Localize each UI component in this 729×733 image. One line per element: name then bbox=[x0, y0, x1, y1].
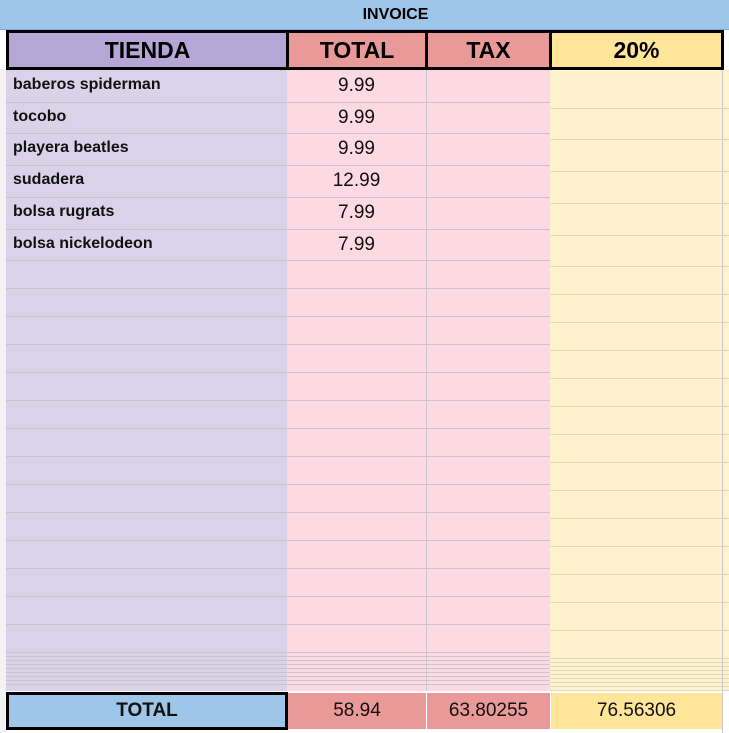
header-cell: TAX bbox=[425, 30, 552, 70]
grid-line bbox=[550, 546, 729, 548]
grid-line bbox=[550, 674, 729, 676]
item-name: tocobo bbox=[13, 107, 67, 125]
item-total: 12.99 bbox=[332, 170, 381, 192]
item-total: 9.99 bbox=[338, 138, 375, 160]
header-cell: TOTAL bbox=[286, 30, 428, 70]
grid-line bbox=[6, 596, 550, 598]
grid-line bbox=[550, 682, 729, 684]
grid-line bbox=[550, 490, 729, 492]
grid-line bbox=[550, 662, 729, 664]
grid-line bbox=[6, 676, 550, 678]
item-total: 7.99 bbox=[338, 233, 375, 255]
grid-line bbox=[550, 378, 729, 380]
grid-line bbox=[426, 69, 427, 691]
grid-line bbox=[550, 139, 729, 141]
grid-line bbox=[6, 133, 550, 135]
grid-line bbox=[550, 322, 729, 324]
grid-line bbox=[6, 101, 550, 103]
grid-line bbox=[550, 202, 729, 204]
grid-line bbox=[6, 656, 550, 658]
grid-line bbox=[550, 107, 729, 109]
grid-line bbox=[6, 668, 550, 670]
grid-line bbox=[550, 690, 729, 692]
grid-line bbox=[6, 684, 550, 686]
item-total: 7.99 bbox=[338, 201, 375, 223]
title: INVOICE bbox=[362, 5, 429, 23]
footer-label: TOTAL bbox=[6, 692, 288, 730]
grid-line bbox=[6, 456, 550, 458]
grid-line bbox=[6, 664, 550, 666]
col-bg bbox=[287, 69, 550, 691]
grid-line bbox=[550, 602, 729, 604]
item-name: baberos spiderman bbox=[13, 76, 161, 93]
title-bar: INVOICE bbox=[0, 0, 729, 30]
item-total: 9.99 bbox=[338, 106, 375, 128]
grid-line bbox=[6, 484, 550, 486]
grid-line bbox=[550, 666, 729, 668]
grid-line bbox=[6, 344, 550, 346]
grid-line bbox=[6, 680, 550, 682]
grid-line bbox=[6, 672, 550, 674]
grid-line bbox=[6, 165, 550, 167]
item-name: bolsa rugrats bbox=[13, 202, 115, 220]
item-name: playera beatles bbox=[13, 139, 129, 157]
footer-cell: 58.94 bbox=[288, 693, 426, 729]
grid-line bbox=[6, 428, 550, 430]
grid-line bbox=[550, 686, 729, 688]
grid-line bbox=[550, 518, 729, 520]
grid-line bbox=[6, 260, 550, 262]
grid-line bbox=[550, 350, 729, 352]
grid-line bbox=[550, 266, 729, 268]
grid-line bbox=[550, 678, 729, 680]
grid-line bbox=[6, 228, 550, 230]
grid-line bbox=[550, 234, 729, 236]
grid-line bbox=[6, 624, 550, 626]
grid-line bbox=[722, 30, 723, 733]
grid-line bbox=[550, 658, 729, 660]
footer-cell: 63.80255 bbox=[427, 693, 550, 729]
item-name: bolsa nickelodeon bbox=[13, 234, 153, 252]
gutter bbox=[0, 69, 6, 733]
grid-line bbox=[6, 316, 550, 318]
item-name: sudadera bbox=[13, 171, 85, 189]
grid-line bbox=[6, 196, 550, 198]
grid-line bbox=[550, 630, 729, 632]
header-cell: TIENDA bbox=[6, 30, 289, 70]
grid-line bbox=[550, 294, 729, 296]
grid-line bbox=[6, 652, 550, 654]
grid-line bbox=[550, 670, 729, 672]
grid-line bbox=[6, 540, 550, 542]
grid-line bbox=[550, 406, 729, 408]
header-cell: 20% bbox=[549, 30, 724, 70]
grid-line bbox=[6, 660, 550, 662]
grid-line bbox=[6, 400, 550, 402]
grid-line bbox=[550, 171, 729, 173]
col-bg bbox=[550, 69, 729, 691]
grid-line bbox=[6, 288, 550, 290]
grid-line bbox=[550, 574, 729, 576]
grid-line bbox=[6, 568, 550, 570]
grid-line bbox=[6, 372, 550, 374]
footer-cell: 76.56306 bbox=[551, 693, 722, 729]
grid-line bbox=[6, 512, 550, 514]
col-bg bbox=[6, 69, 287, 691]
item-total: 9.99 bbox=[338, 75, 375, 96]
grid-line bbox=[550, 462, 729, 464]
grid-line bbox=[550, 434, 729, 436]
